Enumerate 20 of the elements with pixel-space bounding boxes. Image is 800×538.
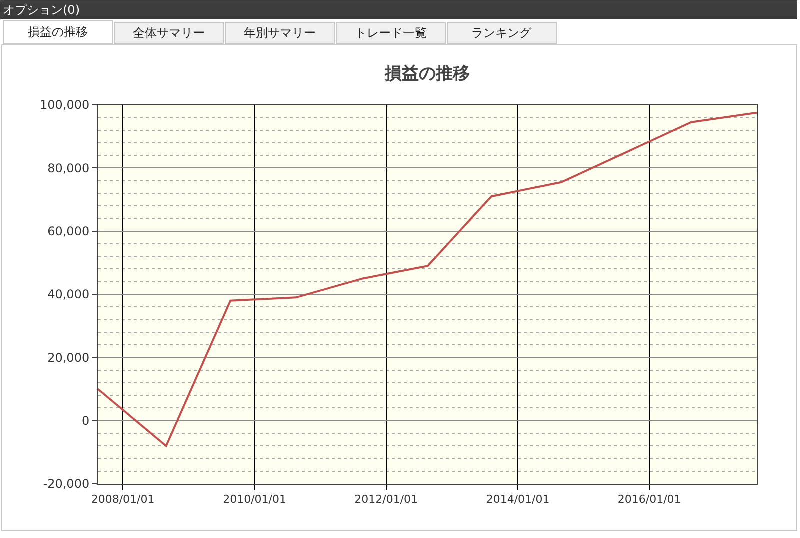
y-tick-label: 0 [82,414,90,428]
x-tick-label: 2014/01/01 [486,493,550,506]
text: 年別サマリー [244,26,316,40]
y-tick-label: 80,000 [48,161,90,176]
y-tick-label: -20,000 [43,477,90,492]
x-tick-label: 2016/01/01 [618,493,682,506]
text: 全体サマリー [133,26,205,40]
y-tick-label: 60,000 [48,224,90,239]
text: トレード一覧 [355,26,427,40]
x-tick-label: 2010/01/01 [223,493,286,506]
chart-title: 損益の推移 [384,64,470,84]
y-tick-label: 40,000 [48,288,90,302]
y-tick-label: 20,000 [48,350,90,365]
x-tick-label: 2012/01/01 [354,493,418,506]
x-tick-label: 2008/01/01 [91,493,155,506]
y-tick-label: 100,000 [40,98,90,112]
text: 損益の推移 [28,25,88,39]
text: ランキング [472,26,532,40]
text: オプション(0) [3,3,80,17]
line-series [98,112,757,448]
